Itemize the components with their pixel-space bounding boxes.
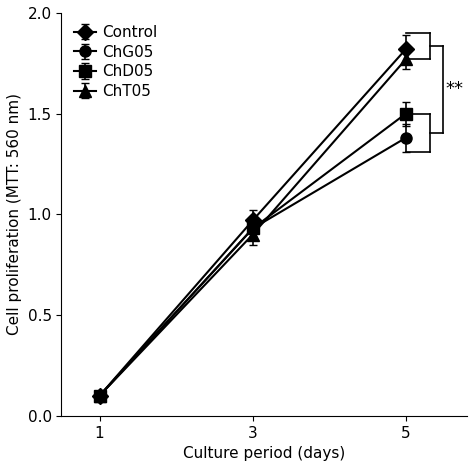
X-axis label: Culture period (days): Culture period (days) (183, 446, 346, 461)
Text: **: ** (446, 80, 464, 98)
Legend: Control, ChG05, ChD05, ChT05: Control, ChG05, ChD05, ChT05 (69, 21, 163, 103)
Y-axis label: Cell proliferation (MTT: 560 nm): Cell proliferation (MTT: 560 nm) (7, 93, 22, 336)
